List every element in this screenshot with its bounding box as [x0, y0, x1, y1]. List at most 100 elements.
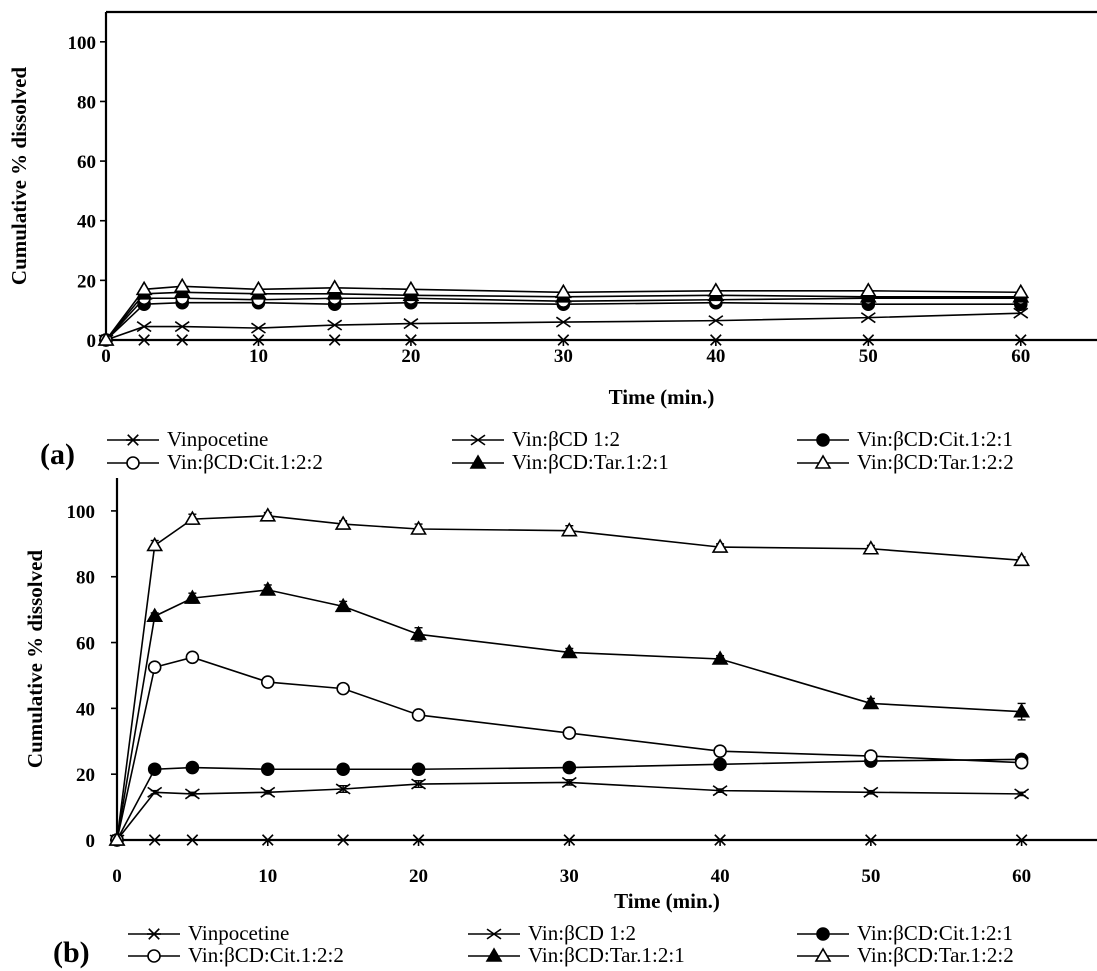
panel-b-legend-label: Vin:βCD:Tar.1:2:2	[857, 943, 1014, 967]
panel-b-data-point	[185, 650, 200, 665]
panel-b-data-point	[146, 536, 164, 552]
panel-b-data-point	[259, 581, 277, 596]
panel-b-data-point	[335, 783, 351, 795]
panel-b-legend-label: Vinpocetine	[188, 921, 289, 945]
panel-a-data-point	[859, 282, 877, 297]
panel-b-data-point	[184, 788, 200, 800]
panel-a-data-point	[403, 334, 418, 346]
panel-b-legend-item: Vinpocetine	[128, 921, 289, 945]
panel-b-data-point	[1014, 834, 1029, 846]
panel-a-data-point	[554, 283, 572, 299]
panel-b-series-line	[116, 781, 1022, 841]
panel-b-data-point	[260, 762, 275, 777]
panel-a-legend-item: Vinpocetine	[107, 427, 268, 451]
panel-a-data-point	[707, 282, 725, 297]
panel-a-data-point	[1012, 283, 1030, 299]
panel-b-series-2	[109, 776, 1030, 846]
panel-b-legend-label: Vin:βCD:Tar.1:2:1	[528, 943, 685, 967]
panel-b-data-point	[336, 762, 350, 777]
panel-a-data-point	[402, 280, 420, 296]
panel-a-series-6	[97, 277, 1030, 346]
panel-b-data-point	[336, 834, 351, 846]
panel-b-data-point	[411, 762, 426, 777]
panel-a-data-point	[136, 321, 152, 333]
panel-b-data-point	[259, 507, 277, 522]
panel-b-y-tick-label: 100	[67, 502, 96, 523]
panel-b-data-point	[864, 749, 878, 763]
panel-b-series-line	[116, 515, 1022, 841]
panel-b-data-point	[1014, 755, 1029, 770]
panel-b: 0 10 20 30 40 50 60 0 20 40 60 80 100 Time (min.) Cumu…	[23, 478, 1097, 969]
panel-b-data-point	[183, 510, 201, 525]
panel-b-legend-marker	[147, 949, 161, 963]
panel-a-legend-marker	[814, 454, 832, 469]
panel-b-data-point	[713, 757, 727, 772]
panel-a-data-point	[251, 322, 266, 334]
panel-b-data-point	[713, 834, 728, 846]
panel-b-data-point	[1013, 551, 1031, 567]
panel-a-legend-label: Vin:βCD 1:2	[512, 427, 620, 451]
panel-a-data-point	[1013, 307, 1029, 319]
panel-b-data-point	[410, 625, 427, 641]
panel-b-x-axis-title: Time (min.)	[614, 889, 720, 913]
panel-a-data-point	[327, 319, 343, 331]
panel-a-legend-label: Vin:βCD:Cit.1:2:1	[857, 427, 1013, 451]
panel-b-data-point	[1014, 788, 1030, 800]
panel-a-y-tick-label: 80	[77, 92, 96, 113]
panel-b-data-point	[862, 540, 880, 555]
panel-b-data-point	[863, 834, 878, 846]
panel-b-y-tick-label: 0	[86, 831, 96, 852]
panel-a-data-point	[97, 331, 115, 346]
panel-b-legend-marker	[816, 927, 830, 941]
panel-b-data-point	[260, 675, 275, 689]
panel-a-x-tick-label: 0	[101, 346, 111, 367]
panel-a-data-point	[708, 315, 724, 327]
panel-b-data-point	[411, 778, 426, 790]
panel-b-data-point	[561, 776, 577, 788]
panel-b-data-point	[336, 681, 350, 696]
panel-a-data-point	[1013, 334, 1028, 346]
panel-a-x-tick-label: 60	[1011, 346, 1030, 367]
panel-b-data-point	[147, 786, 163, 798]
panel-b-data-point	[562, 834, 577, 846]
panel-b-series-1	[110, 834, 1029, 846]
panel-b-data-point	[862, 694, 880, 710]
panel-b-series-5	[108, 581, 1031, 846]
panel-a-y-tick-label: 20	[77, 271, 96, 292]
panel-a-series-line	[105, 297, 1021, 341]
panel-b-data-point	[183, 589, 201, 604]
panel-a-series-1	[99, 334, 1028, 346]
panel-a-data-point	[250, 280, 267, 296]
panel-a-legend-label: Vin:βCD:Tar.1:2:2	[857, 450, 1014, 474]
panel-b-data-point	[560, 643, 578, 659]
panel-a-x-tick-label: 20	[401, 346, 420, 367]
panel-a-legend-item: Vin:βCD:Cit.1:2:2	[107, 450, 323, 474]
panel-a-legend-item: Vin:βCD 1:2	[452, 427, 620, 451]
panel-a-x-tick-label: 10	[249, 346, 268, 367]
panel-b-y-tick-label: 40	[76, 699, 95, 720]
panel-b-data-point	[712, 785, 728, 797]
panel-b-series-line	[116, 758, 1022, 841]
panel-a-data-point	[135, 280, 153, 296]
panel-b-legend-label: Vin:βCD:Cit.1:2:1	[857, 921, 1013, 945]
panel-b-data-point	[147, 762, 162, 777]
panel-b-legend-item: Vin:βCD:Cit.1:2:2	[128, 943, 344, 967]
panel-a-legend-item: Vin:βCD:Cit.1:2:1	[797, 427, 1013, 451]
panel-b-data-point	[185, 760, 200, 775]
panel-a-y-axis-title: Cumulative % dissolved	[7, 67, 31, 286]
panel-b-data-point	[713, 744, 727, 758]
panel-b-series-line	[116, 589, 1022, 841]
panel-a-data-point	[137, 334, 152, 346]
panel-b-x-tick-label: 50	[861, 866, 880, 887]
panel-b-data-point	[334, 515, 352, 530]
panel-a-data-point	[555, 316, 571, 328]
panel-a-x-axis-title: Time (min.)	[609, 385, 715, 409]
panel-b-data-point	[147, 660, 162, 675]
panel-b-data-point	[560, 522, 578, 537]
panel-a-data-point	[175, 334, 190, 346]
panel-a-data-point	[174, 321, 190, 333]
panel-a-y-tick-label: 40	[77, 212, 96, 233]
panel-b-data-point	[1013, 703, 1031, 718]
panel-b-data-point	[147, 834, 162, 846]
